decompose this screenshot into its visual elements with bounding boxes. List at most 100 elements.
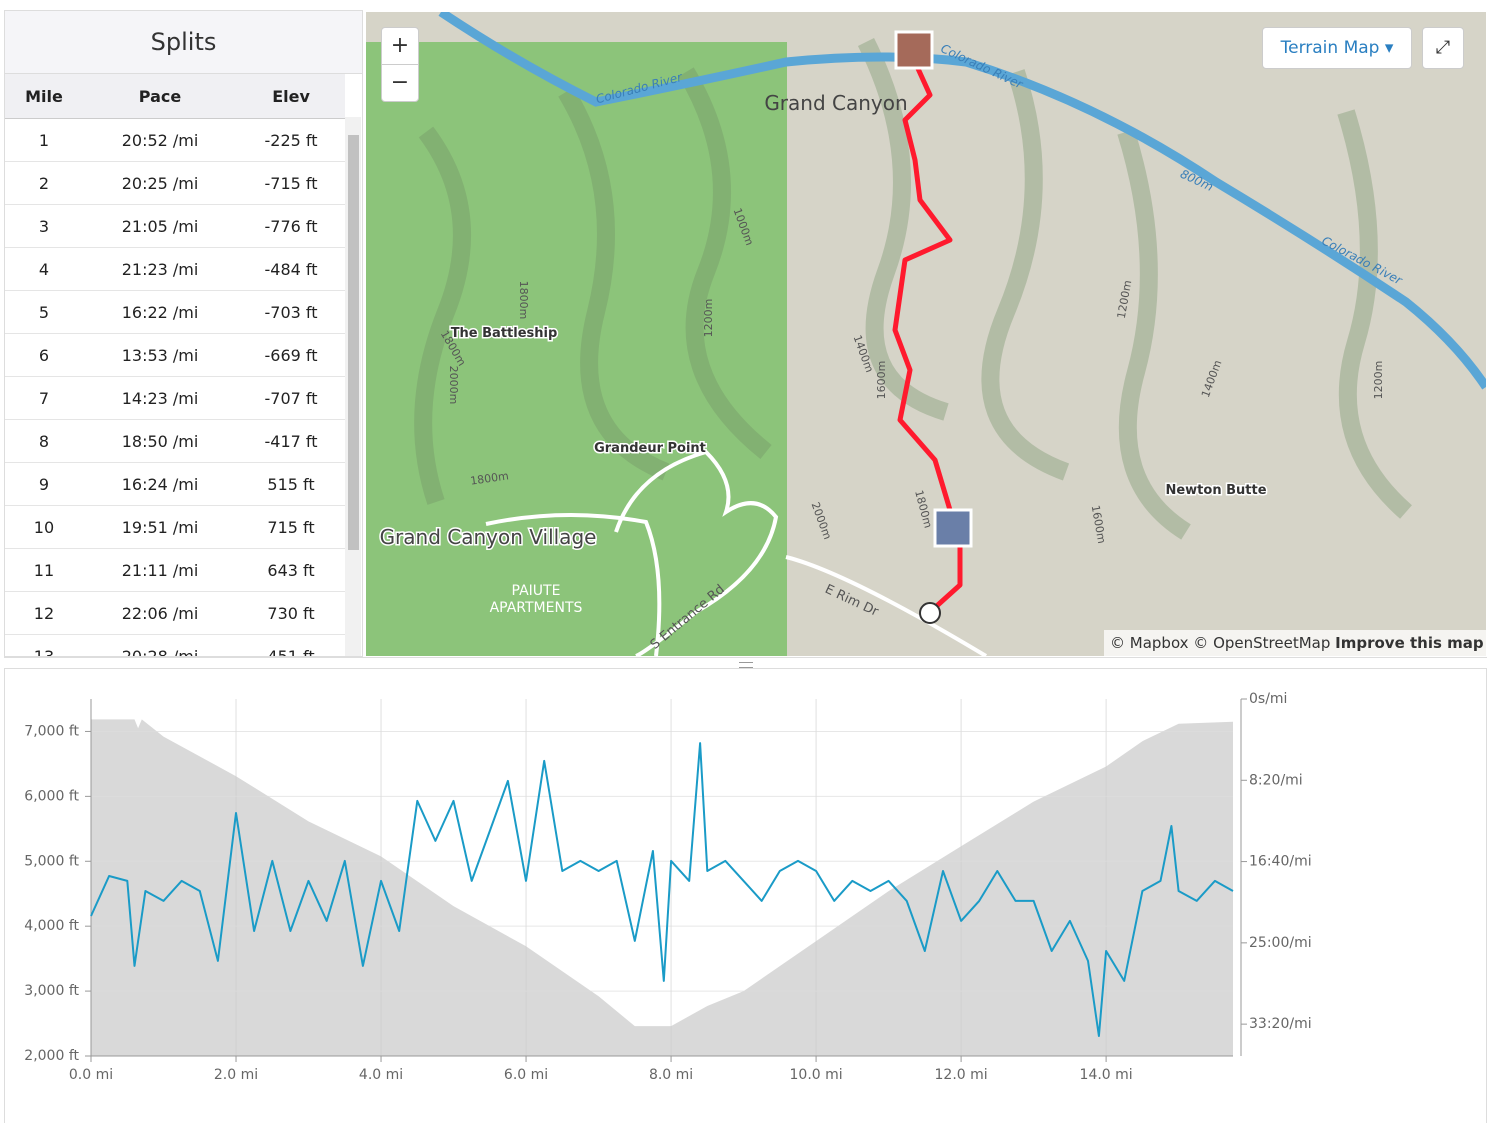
splits-rows: 1 20:52 /mi -225 ft 2 20:25 /mi -715 ft 3 21:05…: [5, 118, 345, 656]
split-cell: -669 ft: [237, 333, 345, 377]
split-cell: 643 ft: [237, 548, 345, 592]
split-row: 1 20:52 /mi -225 ft: [5, 118, 345, 162]
split-cell: 20:52 /mi: [82, 118, 238, 162]
split-cell: 6: [5, 333, 83, 377]
split-row: 9 16:24 /mi 515 ft: [5, 462, 345, 506]
map-park-area: [366, 42, 787, 656]
split-cell: 12: [5, 591, 83, 635]
split-row: 10 19:51 /mi 715 ft: [5, 505, 345, 549]
map[interactable]: Colorado River Colorado River Colorado R…: [366, 12, 1486, 656]
map-label: Newton Butte: [1165, 483, 1266, 498]
map-label: The Battleship: [451, 326, 558, 341]
split-cell: -225 ft: [237, 118, 345, 162]
y2-tick-label: 16:40/mi: [1249, 854, 1312, 870]
split-row: 8 18:50 /mi -417 ft: [5, 419, 345, 463]
split-cell: 730 ft: [237, 591, 345, 635]
split-cell: -776 ft: [237, 204, 345, 248]
divider-grip[interactable]: [738, 662, 753, 668]
fullscreen-button[interactable]: ⤢: [1422, 27, 1464, 69]
split-cell: 13:53 /mi: [82, 333, 238, 377]
split-cell: 4: [5, 247, 83, 291]
scrollbar[interactable]: [345, 117, 361, 656]
split-cell: 2: [5, 161, 83, 205]
x-tick-label: 10.0 mi: [790, 1067, 843, 1083]
split-cell: -715 ft: [237, 161, 345, 205]
split-cell: 5: [5, 290, 83, 334]
x-tick-label: 12.0 mi: [935, 1067, 988, 1083]
split-cell: 3: [5, 204, 83, 248]
split-cell: 21:05 /mi: [82, 204, 238, 248]
y2-tick-label: 0s/mi: [1249, 691, 1287, 707]
split-cell: 10: [5, 505, 83, 549]
map-label: 1800m: [469, 469, 509, 487]
map-label: 1200m: [702, 299, 715, 338]
map-label: Grand Canyon: [764, 91, 907, 115]
split-row: 2 20:25 /mi -715 ft: [5, 161, 345, 205]
column-header: Pace: [82, 74, 238, 119]
map-label: Grand Canyon Village: [380, 525, 597, 549]
attribution: © Mapbox © OpenStreetMap Improve this ma…: [1110, 634, 1484, 652]
chart: 0.0 mi 2.0 mi 4.0 mi 6.0 mi 8.0 mi 10.0 mi 12.…: [24, 691, 1312, 1083]
attribution-bg: [1104, 630, 1486, 656]
elevation-area: [91, 719, 1233, 1056]
split-cell: -417 ft: [237, 419, 345, 463]
split-cell: 515 ft: [237, 462, 345, 506]
split-cell: 13: [5, 634, 83, 656]
start-marker: [919, 602, 941, 624]
y-tick-label: 6,000 ft: [24, 788, 79, 804]
split-cell: 1: [5, 118, 83, 162]
split-cell: 11: [5, 548, 83, 592]
attribution-text: © Mapbox © OpenStreetMap: [1110, 634, 1330, 652]
zoom-out[interactable]: −: [381, 64, 419, 102]
split-cell: 715 ft: [237, 505, 345, 549]
x-tick-label: 6.0 mi: [504, 1067, 548, 1083]
split-row: 3 21:05 /mi -776 ft: [5, 204, 345, 248]
split-row: 12 22:06 /mi 730 ft: [5, 591, 345, 635]
y2-tick-label: 33:20/mi: [1249, 1016, 1312, 1032]
split-cell: 21:11 /mi: [82, 548, 238, 592]
map-label: 1200m: [1372, 361, 1385, 400]
split-cell: 9: [5, 462, 83, 506]
photo-marker[interactable]: [894, 30, 934, 70]
map-label: 2000m: [447, 366, 460, 405]
split-cell: 14:23 /mi: [82, 376, 238, 420]
split-cell: 19:51 /mi: [82, 505, 238, 549]
river: [438, 12, 1486, 390]
x-tick-label: 14.0 mi: [1080, 1067, 1133, 1083]
pace-line: [90, 742, 1234, 1037]
split-cell: -484 ft: [237, 247, 345, 291]
map-label: 1600m: [875, 361, 888, 400]
split-cell: 20:25 /mi: [82, 161, 238, 205]
split-cell: 8: [5, 419, 83, 463]
layer-button[interactable]: Terrain Map ▾: [1262, 27, 1412, 69]
split-row: 5 16:22 /mi -703 ft: [5, 290, 345, 334]
panel-divider[interactable]: [4, 657, 1487, 668]
roads: [485, 449, 988, 656]
splits-table: Mile Pace Elev 1 20:52 /mi -225 ft 2 20:25 /mi -…: [5, 74, 345, 656]
x-tick-label: 8.0 mi: [649, 1067, 693, 1083]
column-header: Elev: [237, 74, 345, 119]
split-cell: 451 ft: [237, 634, 345, 656]
split-cell: 7: [5, 376, 83, 420]
map-label: APARTMENTS: [490, 600, 583, 616]
split-row: 13 20:28 /mi 451 ft: [5, 634, 345, 656]
column-header: Mile: [5, 74, 83, 119]
y-tick-label: 4,000 ft: [24, 918, 79, 934]
x-tick-label: 0.0 mi: [69, 1067, 113, 1083]
scroll-thumb[interactable]: [348, 135, 359, 550]
photo-marker[interactable]: [933, 508, 973, 548]
split-cell: 22:06 /mi: [82, 591, 238, 635]
zoom-in[interactable]: +: [381, 27, 419, 65]
split-row: 7 14:23 /mi -707 ft: [5, 376, 345, 420]
split-cell: 21:23 /mi: [82, 247, 238, 291]
split-cell: 18:50 /mi: [82, 419, 238, 463]
x-tick-label: 4.0 mi: [359, 1067, 403, 1083]
map-label: 1800m: [517, 281, 530, 320]
chart-panel: 0.0 mi 2.0 mi 4.0 mi 6.0 mi 8.0 mi 10.0 mi 12.…: [4, 668, 1487, 1123]
splits-panel: Splits Mile Pace Elev 1 20:52 /mi -225 ft 2 20:…: [4, 10, 363, 657]
improve-link[interactable]: Improve this map: [1335, 634, 1484, 652]
map-label: Grandeur Point: [594, 441, 706, 456]
split-cell: 20:28 /mi: [82, 634, 238, 656]
map-label: PAIUTE: [512, 583, 561, 599]
